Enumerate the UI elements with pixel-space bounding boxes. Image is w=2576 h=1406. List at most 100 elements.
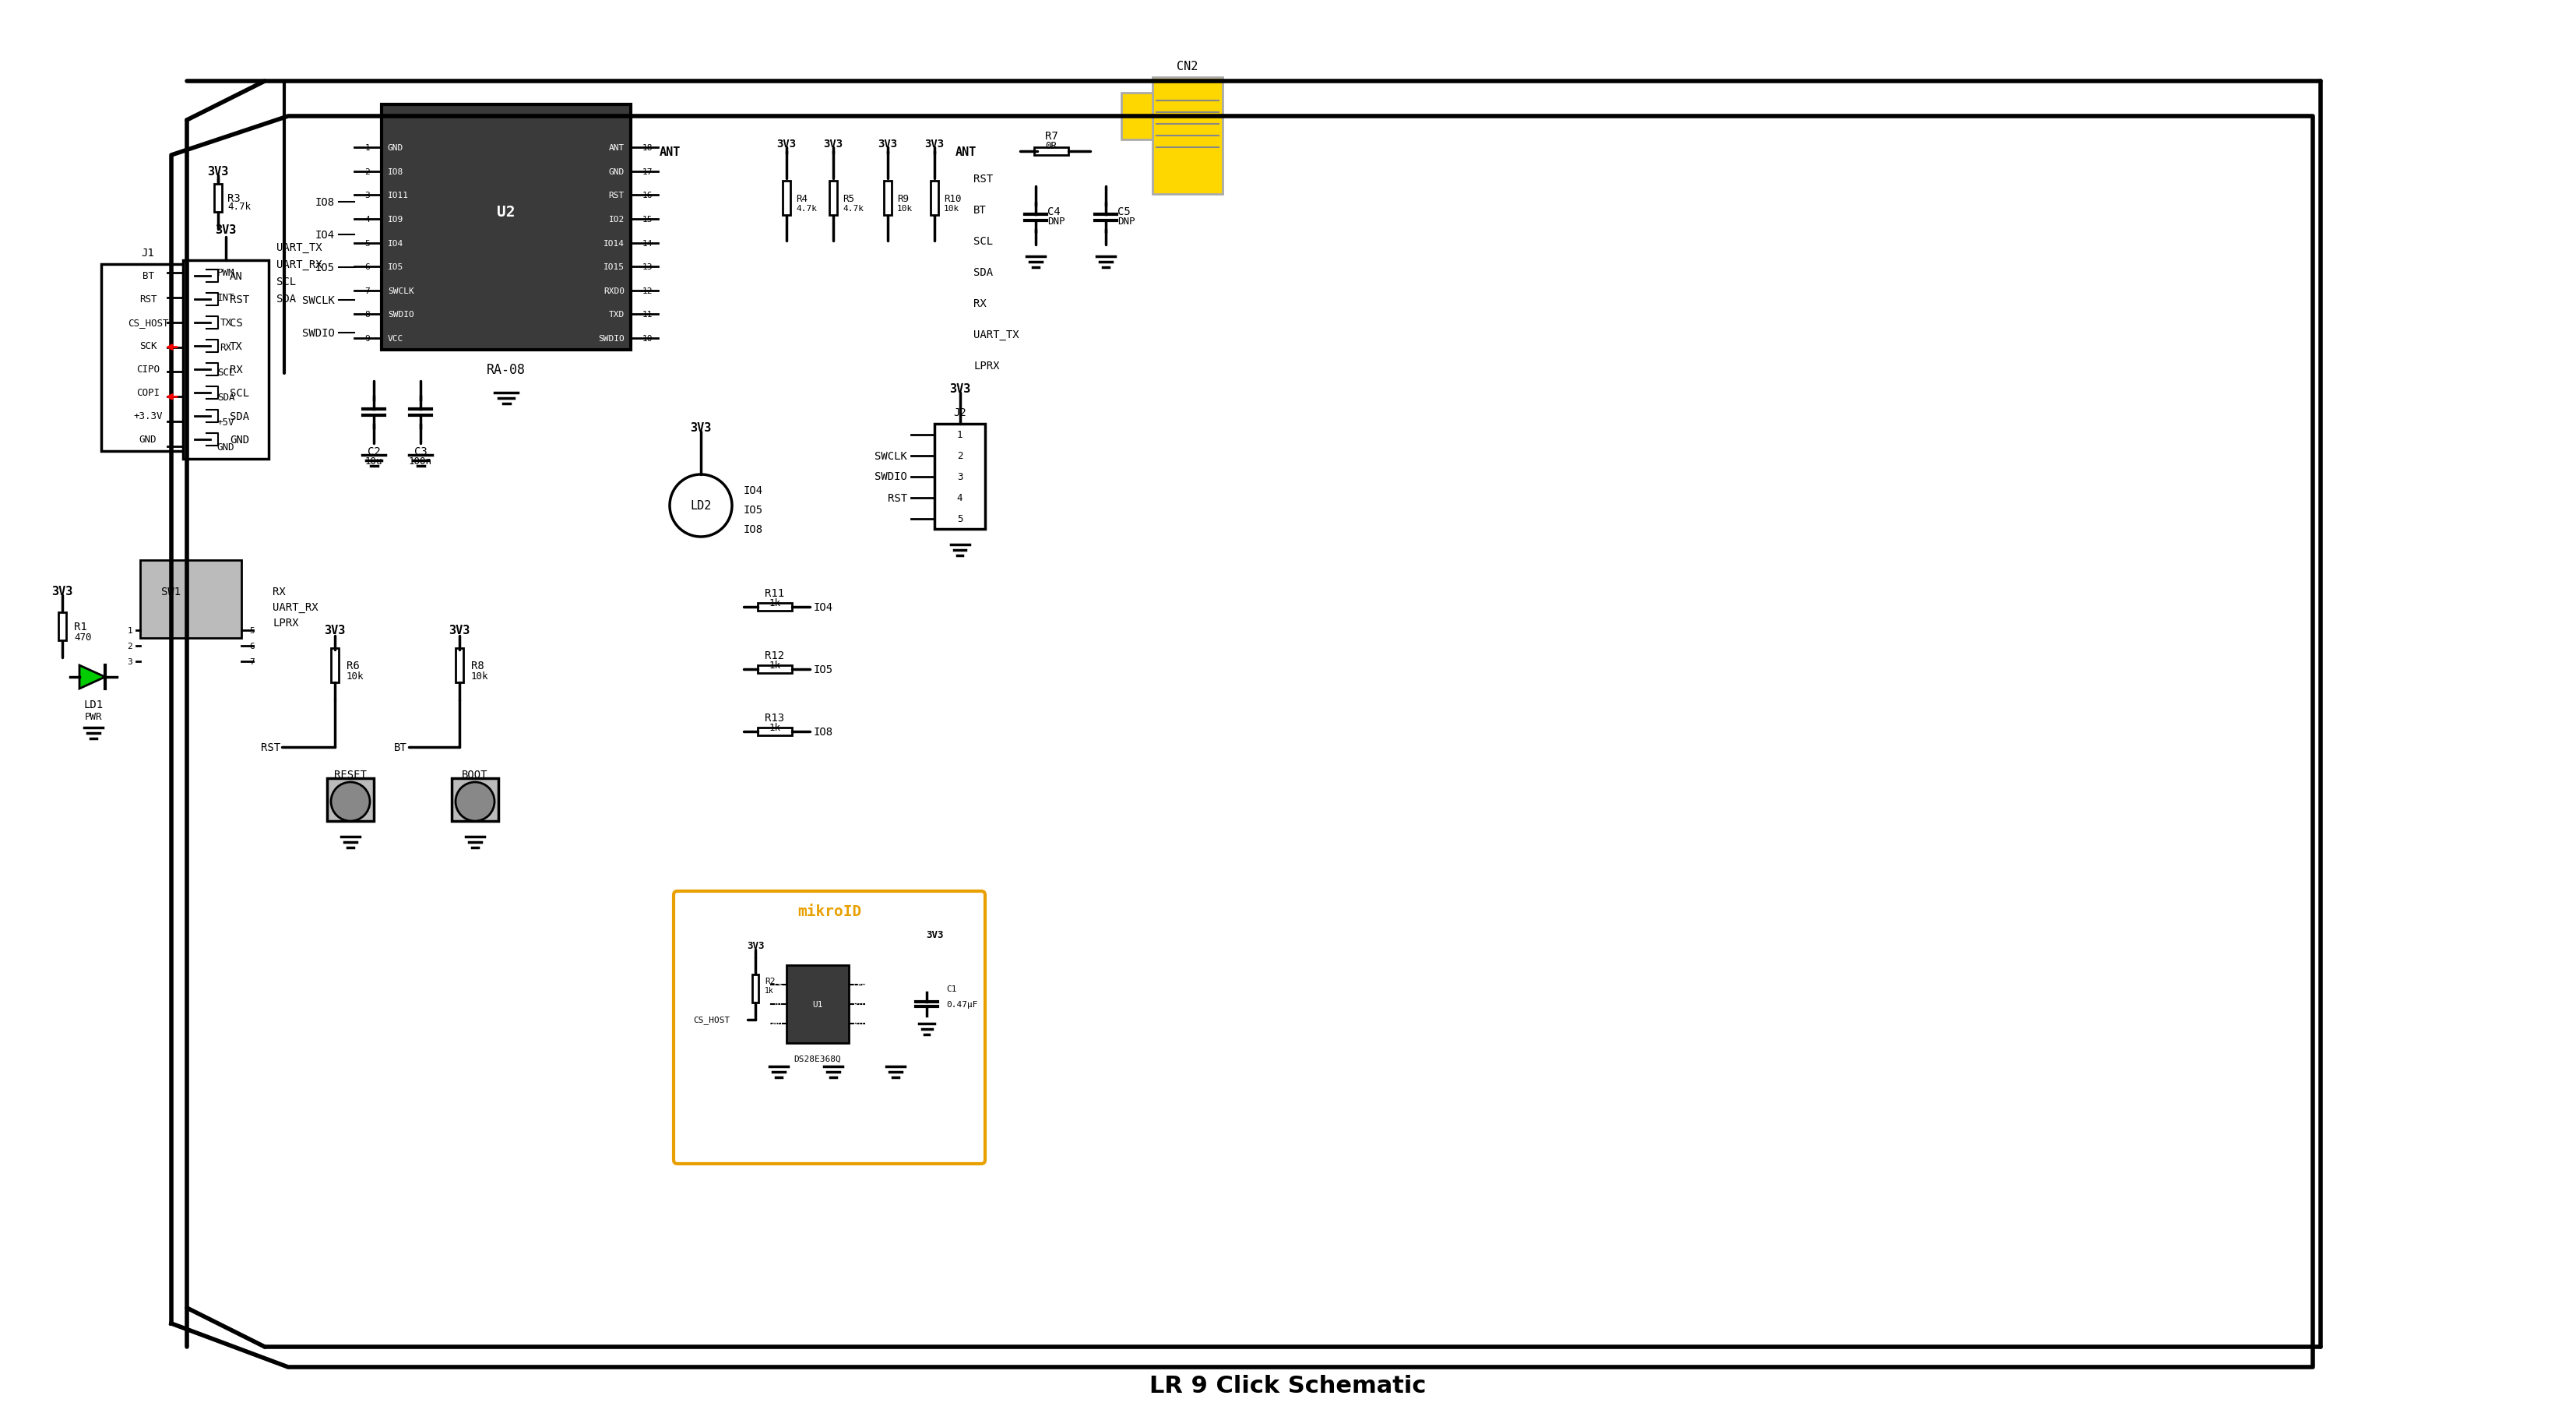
Text: LPRX: LPRX	[974, 360, 999, 371]
Text: UART_TX: UART_TX	[974, 329, 1020, 340]
Text: SDA: SDA	[974, 267, 992, 278]
Text: SWDIO: SWDIO	[301, 328, 335, 339]
Text: SWDIO: SWDIO	[598, 335, 623, 342]
Text: 10u: 10u	[366, 457, 384, 467]
Text: 14: 14	[641, 239, 652, 247]
Text: 3V3: 3V3	[778, 139, 796, 149]
Text: PWM: PWM	[216, 269, 234, 278]
Text: IO5: IO5	[744, 505, 762, 516]
Text: LD2: LD2	[690, 501, 711, 512]
Text: TXD: TXD	[608, 311, 623, 319]
Bar	[451, 779, 497, 821]
Text: IO14: IO14	[603, 239, 623, 247]
Text: GND: GND	[768, 1019, 783, 1028]
Bar	[330, 648, 337, 683]
Text: PWR: PWR	[85, 711, 103, 721]
Text: 13: 13	[641, 263, 652, 271]
Text: 1k: 1k	[770, 599, 781, 609]
Bar	[752, 974, 757, 1002]
Text: 3: 3	[366, 191, 371, 200]
Text: IO8: IO8	[814, 727, 832, 737]
Circle shape	[330, 782, 371, 821]
Text: 2: 2	[366, 169, 371, 176]
Bar	[786, 966, 850, 1043]
Text: RST: RST	[260, 742, 281, 752]
Text: UART_RX: UART_RX	[276, 259, 322, 270]
Text: 9: 9	[366, 335, 371, 342]
Text: 10k: 10k	[348, 671, 363, 681]
Text: IO8: IO8	[314, 197, 335, 208]
Bar	[327, 779, 374, 821]
Text: ANT: ANT	[659, 146, 680, 157]
Text: 7: 7	[366, 287, 371, 295]
Text: R7: R7	[1046, 131, 1059, 142]
Text: mikroID: mikroID	[799, 904, 860, 918]
Text: 4.7k: 4.7k	[227, 201, 250, 211]
Text: 15: 15	[641, 215, 652, 224]
Text: LR 9 Click Schematic: LR 9 Click Schematic	[1149, 1375, 1427, 1398]
Text: AN: AN	[229, 271, 242, 281]
Text: SCL: SCL	[216, 367, 234, 378]
Text: GND: GND	[389, 145, 404, 152]
Text: RESET: RESET	[335, 769, 366, 780]
Text: R11: R11	[765, 588, 786, 599]
Text: U2: U2	[497, 205, 515, 219]
Text: 10k: 10k	[896, 205, 912, 212]
Text: 3: 3	[126, 658, 131, 665]
Text: GND: GND	[216, 441, 234, 451]
Text: 100n: 100n	[410, 457, 433, 467]
Text: IO15: IO15	[603, 263, 623, 271]
Text: UART_RX: UART_RX	[273, 602, 319, 613]
Text: IO: IO	[773, 1001, 783, 1008]
Text: IO8: IO8	[744, 524, 762, 534]
Bar	[183, 260, 268, 460]
Text: IO5: IO5	[314, 263, 335, 273]
Text: 4: 4	[366, 215, 371, 224]
Text: RST: RST	[889, 492, 907, 503]
Text: C5: C5	[1118, 207, 1131, 217]
Text: RX: RX	[219, 343, 232, 353]
Text: UART_TX: UART_TX	[276, 242, 322, 253]
Bar	[884, 181, 891, 215]
Text: SDA: SDA	[229, 411, 250, 422]
Text: SWCLK: SWCLK	[389, 287, 415, 295]
Text: INT: INT	[216, 292, 234, 304]
Text: 4.7k: 4.7k	[796, 205, 817, 212]
Bar	[381, 105, 631, 350]
Text: RX: RX	[273, 586, 286, 598]
Text: IO4: IO4	[389, 239, 404, 247]
Text: SCL: SCL	[229, 388, 250, 398]
Text: R10: R10	[943, 194, 961, 204]
Text: LD1: LD1	[82, 699, 103, 710]
Bar	[214, 184, 222, 212]
Text: 5: 5	[366, 239, 371, 247]
Text: IO4: IO4	[744, 485, 762, 496]
Text: 10k: 10k	[943, 205, 961, 212]
Text: 17: 17	[641, 169, 652, 176]
Bar	[1033, 148, 1069, 156]
Text: SWDIO: SWDIO	[389, 311, 415, 319]
Text: SDA: SDA	[276, 294, 296, 305]
Text: RX: RX	[229, 364, 242, 375]
Text: CN2: CN2	[1177, 60, 1198, 72]
Text: IO5: IO5	[389, 263, 404, 271]
Text: 3V3: 3V3	[925, 929, 943, 939]
Text: 470: 470	[75, 631, 93, 643]
Text: LPRX: LPRX	[273, 617, 299, 628]
Text: DNP: DNP	[1048, 217, 1064, 226]
Bar	[1121, 93, 1151, 141]
Text: 3V3: 3V3	[448, 624, 469, 637]
Bar	[783, 181, 791, 215]
Text: 6: 6	[250, 643, 255, 650]
Text: 18: 18	[641, 145, 652, 152]
Text: IO9: IO9	[389, 215, 404, 224]
Text: +5V: +5V	[216, 418, 234, 427]
Text: BOOT: BOOT	[461, 769, 487, 780]
Text: 1: 1	[956, 430, 963, 440]
Text: 5: 5	[250, 627, 255, 634]
Text: 12: 12	[641, 287, 652, 295]
Text: SWDIO: SWDIO	[876, 471, 907, 482]
Bar	[100, 264, 196, 451]
Text: 3V3: 3V3	[325, 624, 345, 637]
Text: R4: R4	[796, 194, 806, 204]
